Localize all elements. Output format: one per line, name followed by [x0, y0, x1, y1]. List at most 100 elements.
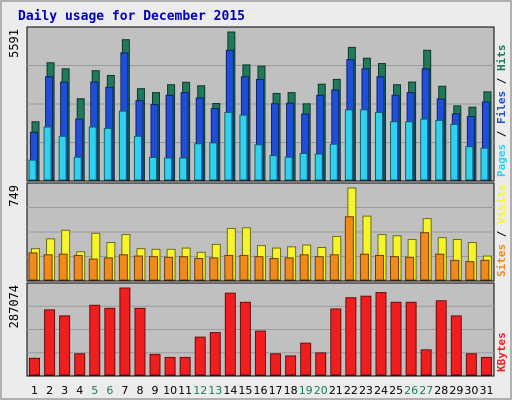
- sites-bar: [435, 253, 445, 281]
- x-tick-label: 29: [449, 384, 463, 397]
- kbytes-bar: [209, 332, 221, 376]
- x-tick-label: 1: [31, 384, 38, 397]
- sites-bar: [73, 254, 83, 281]
- kbytes-max-label: 287074: [7, 285, 21, 328]
- kbytes-bar: [300, 342, 312, 376]
- pages-bar: [420, 118, 429, 181]
- kbytes-bar: [450, 315, 462, 376]
- kbytes-bar: [74, 353, 86, 376]
- kbytes-bar: [390, 301, 402, 376]
- pages-bar: [209, 142, 218, 181]
- kbytes-bar: [29, 357, 40, 376]
- x-tick-label: 15: [238, 384, 252, 397]
- x-tick-label: 19: [299, 384, 313, 397]
- x-tick-label: 16: [254, 384, 268, 397]
- kbytes-bar: [224, 292, 236, 376]
- x-tick-label: 18: [284, 384, 298, 397]
- sites-bar: [254, 256, 264, 281]
- x-tick-label: 27: [419, 384, 433, 397]
- kbytes-bar: [315, 352, 327, 376]
- x-tick-label: 13: [208, 384, 222, 397]
- kbytes-bar: [119, 287, 131, 376]
- sites-bar: [118, 254, 128, 281]
- kbytes-bar: [104, 307, 116, 376]
- kbytes-bar: [239, 301, 251, 376]
- kbytes-bar: [375, 292, 387, 376]
- kbytes-bar: [285, 355, 297, 376]
- sites-bar: [149, 256, 159, 281]
- x-tick-label: 23: [359, 384, 373, 397]
- kbytes-bar: [134, 307, 146, 376]
- kbytes-bar: [420, 349, 432, 376]
- kbytes-bar: [44, 309, 56, 376]
- sites-bar: [405, 256, 415, 281]
- legend-entry-hits: Hits: [495, 45, 508, 72]
- legend-separator: /: [495, 224, 508, 244]
- pages-bar: [405, 121, 414, 181]
- pages-bar: [58, 135, 67, 181]
- pages-bar: [88, 126, 97, 181]
- visits-sites-legend: Sites / Visits: [495, 184, 508, 277]
- pages-bar: [179, 157, 188, 181]
- sites-bar: [133, 255, 143, 281]
- sites-bar: [480, 259, 490, 281]
- pages-bar: [284, 156, 293, 181]
- sites-bar: [344, 216, 354, 281]
- pages-bar: [480, 147, 489, 181]
- sites-bar: [465, 261, 475, 281]
- pages-bar: [103, 127, 112, 181]
- pages-bar: [450, 123, 459, 181]
- pages-bar: [133, 135, 142, 181]
- x-tick-label: 26: [404, 384, 418, 397]
- pages-bar: [269, 155, 278, 181]
- pages-bar: [73, 156, 82, 181]
- sites-bar: [164, 256, 174, 281]
- kbytes-bar: [89, 304, 101, 376]
- x-tick-label: 3: [61, 384, 68, 397]
- x-tick-label: 2: [46, 384, 53, 397]
- x-tick-label: 11: [178, 384, 192, 397]
- x-tick-label: 7: [121, 384, 128, 397]
- x-tick-label: 8: [136, 384, 143, 397]
- sites-bar: [314, 256, 324, 281]
- x-tick-label: 14: [223, 384, 237, 397]
- pages-bar: [299, 153, 308, 181]
- pages-bar: [390, 121, 399, 181]
- legend-entry-files: Files: [495, 91, 508, 124]
- pages-bar: [329, 143, 338, 181]
- pages-bar: [314, 153, 323, 181]
- kbytes-legend: KBytes: [495, 332, 508, 372]
- legend-entry-kbytes: KBytes: [495, 332, 508, 372]
- sites-bar: [269, 258, 279, 281]
- kbytes-bar: [270, 353, 282, 376]
- kbytes-bar: [435, 300, 447, 376]
- kbytes-bar: [360, 295, 372, 376]
- pages-bar: [43, 126, 52, 181]
- pages-bar: [254, 144, 263, 181]
- kbytes-bar: [164, 356, 176, 376]
- sites-bar: [329, 254, 339, 281]
- x-tick-label: 5: [91, 384, 98, 397]
- sites-bar: [390, 256, 400, 281]
- kbytes-bar: [330, 308, 342, 376]
- pages-bar: [374, 111, 383, 181]
- sites-bar: [420, 232, 430, 281]
- pages-bar: [28, 159, 37, 181]
- pages-bar: [118, 110, 127, 181]
- legend-entry-sites: Sites: [495, 244, 508, 277]
- pages-bar: [149, 156, 158, 181]
- sites-bar: [239, 254, 249, 281]
- x-tick-label: 30: [464, 384, 478, 397]
- sites-bar: [374, 254, 384, 281]
- pages-bar: [224, 111, 233, 181]
- sites-bar: [299, 254, 309, 281]
- kbytes-bar: [194, 336, 206, 376]
- kbytes-bar: [480, 356, 492, 376]
- sites-bar: [209, 257, 219, 281]
- legend-separator: /: [495, 124, 508, 144]
- pages-bar: [435, 119, 444, 181]
- x-tick-label: 10: [163, 384, 177, 397]
- pages-bar: [194, 143, 203, 181]
- chart-title: Daily usage for December 2015: [18, 9, 245, 24]
